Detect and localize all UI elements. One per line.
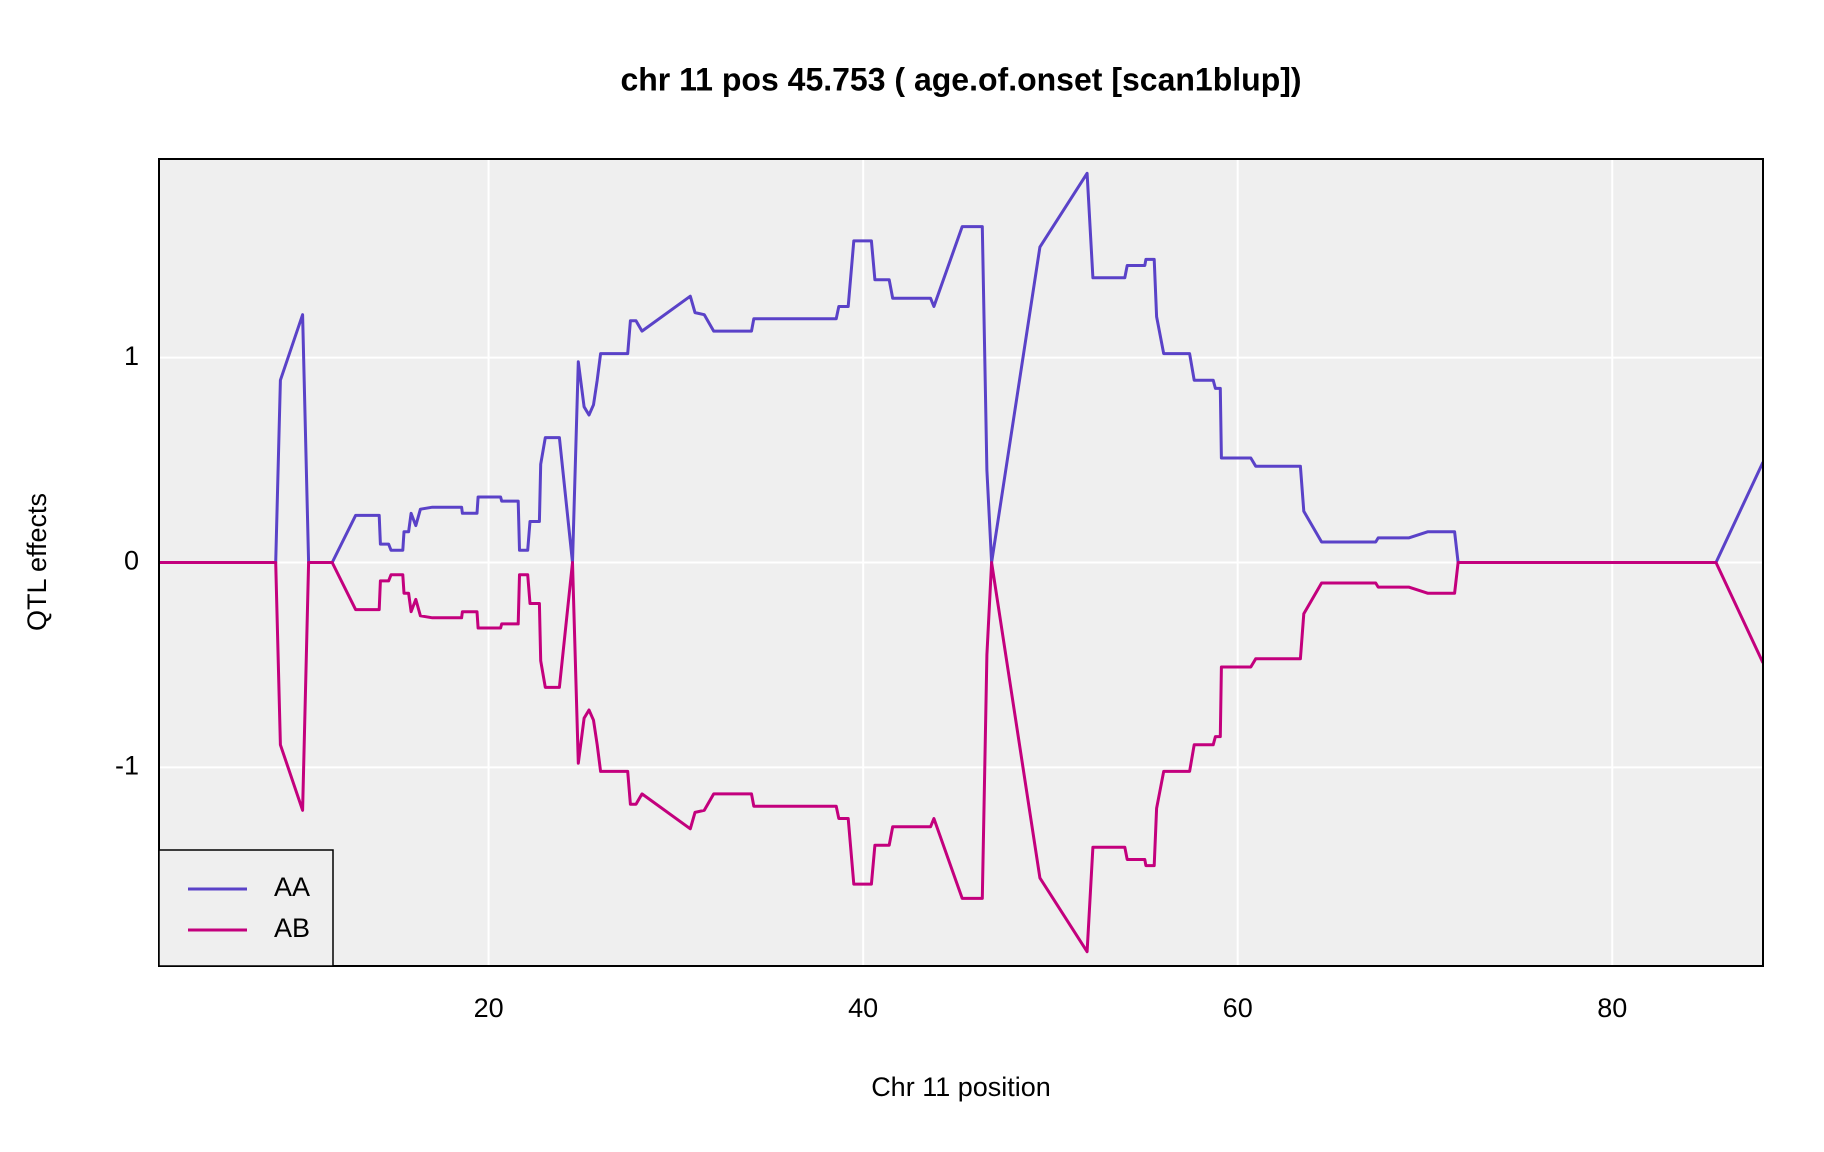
y-axis-title: QTL effects — [22, 493, 52, 631]
legend-label: AB — [274, 913, 310, 943]
plot-frame — [158, 158, 1764, 967]
y-tick-label: 1 — [124, 341, 139, 371]
y-tick-label: -1 — [115, 750, 139, 780]
chart-title: chr 11 pos 45.753 ( age.of.onset [scan1b… — [620, 61, 1301, 97]
x-tick-label: 40 — [848, 993, 878, 1023]
x-tick-label: 20 — [474, 993, 504, 1023]
x-tick-label: 80 — [1597, 993, 1627, 1023]
legend-label: AA — [274, 872, 310, 902]
legend-box — [158, 849, 334, 967]
x-tick-label: 60 — [1223, 993, 1253, 1023]
y-tick-label: 0 — [124, 546, 139, 576]
series-line — [159, 561, 1763, 954]
series-line — [159, 171, 1763, 564]
x-axis-title: Chr 11 position — [871, 1072, 1051, 1102]
